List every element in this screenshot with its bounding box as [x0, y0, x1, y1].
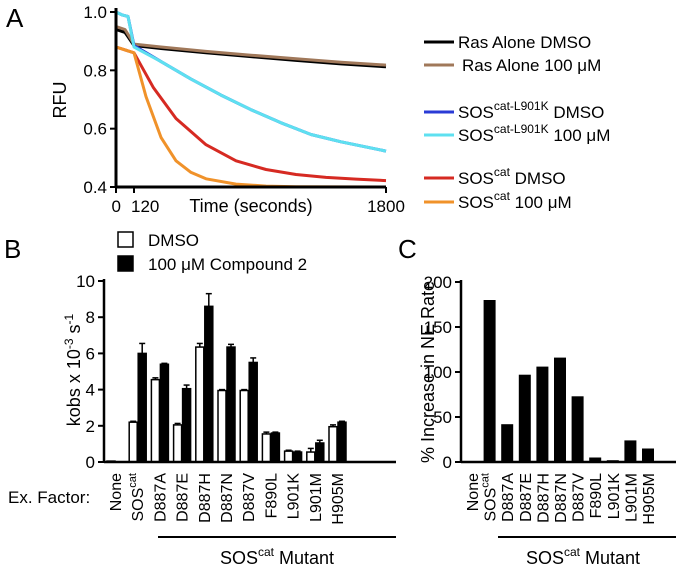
bar-100-m-compound-2-d887n	[226, 346, 236, 463]
panel-b-ylabel: kobs x 10-3 s-1	[62, 313, 84, 426]
bar-100-m-compound-2-l901k	[292, 451, 303, 463]
panel-b-category-label: D887H	[197, 473, 214, 523]
series-line-sos-cat-l901k-dmso	[115, 10, 387, 153]
legend-swatch-100-m-compound-2	[117, 255, 134, 272]
legend-label-ras-alone-100-m: Ras Alone 100 μM	[462, 56, 601, 75]
panel-b-category-label: D887V	[241, 473, 258, 522]
bar-d887n	[554, 357, 566, 462]
panel-a-xtick-label: 0	[112, 197, 121, 216]
panel-c-category-label: None	[465, 473, 482, 511]
bar-dmso-d887a	[150, 378, 161, 463]
legend-label-sos-cat-dmso: SOScat DMSO	[458, 165, 566, 188]
panel-a-xtick-label: 120	[131, 197, 159, 216]
bar-d887e	[518, 374, 531, 462]
panel-c-category-label: D887A	[500, 473, 517, 522]
bar-dmso-l901m	[306, 451, 316, 463]
legend-label-ras-alone-dmso: Ras Alone DMSO	[458, 33, 591, 52]
panel-c-ytick-label: 0	[443, 453, 452, 472]
panel-b-xlabel: Ex. Factor:	[8, 488, 90, 507]
legend-label-sos-cat-l901k-dmso: SOScat-L901K DMSO	[458, 99, 604, 122]
panel-a-ytick-label: 0.8	[83, 61, 107, 80]
bar-100-m-compound-2-d887a	[159, 363, 170, 463]
panel-b-ytick-label: 10	[76, 272, 95, 291]
bar-100-m-compound-2-soscat	[137, 352, 147, 463]
bar-100-m-compound-2-l901m	[315, 442, 325, 463]
panel-a-ytick-label: 0.6	[83, 120, 107, 139]
bar-d887a	[501, 424, 514, 462]
bar-100-m-compound-2-d887h	[204, 305, 214, 463]
legend-label-dmso: DMSO	[148, 231, 199, 250]
panel-c-category-label: D887H	[535, 473, 552, 523]
panel-b-group-label: SOScat Mutant	[220, 545, 334, 568]
panel-a-letter: A	[6, 3, 24, 33]
panel-b-category-label: D887A	[152, 473, 169, 522]
panel-b-category-label: F890L	[263, 473, 280, 518]
bar-dmso-h905m	[328, 425, 338, 463]
panel-a-chart: RFU Time (seconds) 0.40.60.81.00 120 1800 …	[50, 3, 610, 216]
panel-c-group-label: SOScat Mutant	[526, 545, 640, 568]
panel-b-category-label: L901M	[308, 473, 325, 522]
bar-d887h	[536, 366, 549, 462]
panel-c-category-label: H905M	[641, 473, 658, 525]
legend-label-sos-cat-100-m: SOScat 100 μM	[458, 189, 572, 212]
bar-dmso-soscat	[128, 421, 138, 463]
panel-b-category-label: H905M	[330, 473, 347, 525]
panel-c-category-label: L901M	[623, 473, 640, 522]
bar-100-m-compound-2-d887v	[248, 361, 258, 463]
panel-a-xtick-label: 1800	[367, 197, 405, 216]
bar-l901m	[624, 440, 637, 462]
bar-dmso-l901k	[283, 450, 294, 463]
series-line-sos-cat-l901k-100-m	[115, 10, 387, 153]
bar-f890l	[589, 457, 602, 462]
panel-b-category-label: None	[108, 473, 125, 511]
panel-b-category-label: SOScat	[127, 473, 147, 521]
panel-c-category-label: F890L	[588, 473, 605, 518]
series-line-ras-alone-100-m	[115, 25, 387, 67]
panel-b-category-label: L901K	[286, 473, 303, 520]
panel-c-category-label: D887E	[518, 473, 535, 522]
panel-c-category-label: L901K	[606, 473, 623, 520]
panel-c-ylabel: % Increase in NE Rate	[418, 281, 438, 463]
bar-dmso-d887e	[172, 424, 183, 463]
panel-b-chart: kobs x 10-3 s-1 0 2 4 6 8 10 DMSO 100 μM Compo…	[8, 231, 396, 568]
panel-a-xlabel: Time (seconds)	[189, 196, 312, 216]
panel-b-ytick-label: 8	[86, 308, 95, 327]
panel-c-letter: C	[398, 234, 417, 264]
panel-c-ytick-label: 50	[433, 408, 452, 427]
bar-d887v	[571, 396, 584, 462]
panel-b-ytick-label: 4	[86, 381, 95, 400]
bar-100-m-compound-2-h905m	[337, 421, 347, 463]
panel-b-letter: B	[4, 234, 21, 264]
legend-label-100-m-compound-2: 100 μM Compound 2	[148, 255, 307, 274]
bar-100-m-compound-2-f890l	[270, 432, 281, 463]
panel-b-category-label: D887E	[175, 473, 192, 522]
panel-c-category-label: SOScat	[480, 473, 500, 521]
panel-a-ylabel: RFU	[50, 82, 70, 119]
bar-dmso-f890l	[261, 433, 272, 463]
bar-soscat	[483, 300, 496, 462]
bar-dmso-d887v	[239, 389, 249, 463]
legend-swatch-dmso	[117, 231, 134, 248]
panel-c-category-label: D887V	[571, 473, 588, 522]
panel-b-ytick-label: 2	[86, 417, 95, 436]
panel-b-category-label: D887N	[219, 473, 236, 523]
series-line-sos-cat-dmso	[115, 45, 387, 183]
panel-b-ytick-label: 0	[86, 453, 95, 472]
bar-h905m	[642, 448, 654, 462]
panel-a-ytick-label: 1.0	[83, 3, 107, 22]
legend-label-sos-cat-l901k-100-m: SOScat-L901K 100 μM	[458, 122, 610, 145]
panel-c-ytick-label: 100	[424, 363, 452, 382]
panel-b-ytick-label: 6	[86, 344, 95, 363]
panel-c-ytick-label: 150	[424, 318, 452, 337]
bar-dmso-d887n	[217, 389, 227, 463]
bar-100-m-compound-2-d887e	[181, 387, 192, 463]
bar-dmso-d887h	[195, 346, 205, 463]
panel-c-ytick-label: 200	[424, 273, 452, 292]
panel-a-ytick-label: 0.4	[83, 178, 107, 197]
panel-c-category-label: D887N	[553, 473, 570, 523]
